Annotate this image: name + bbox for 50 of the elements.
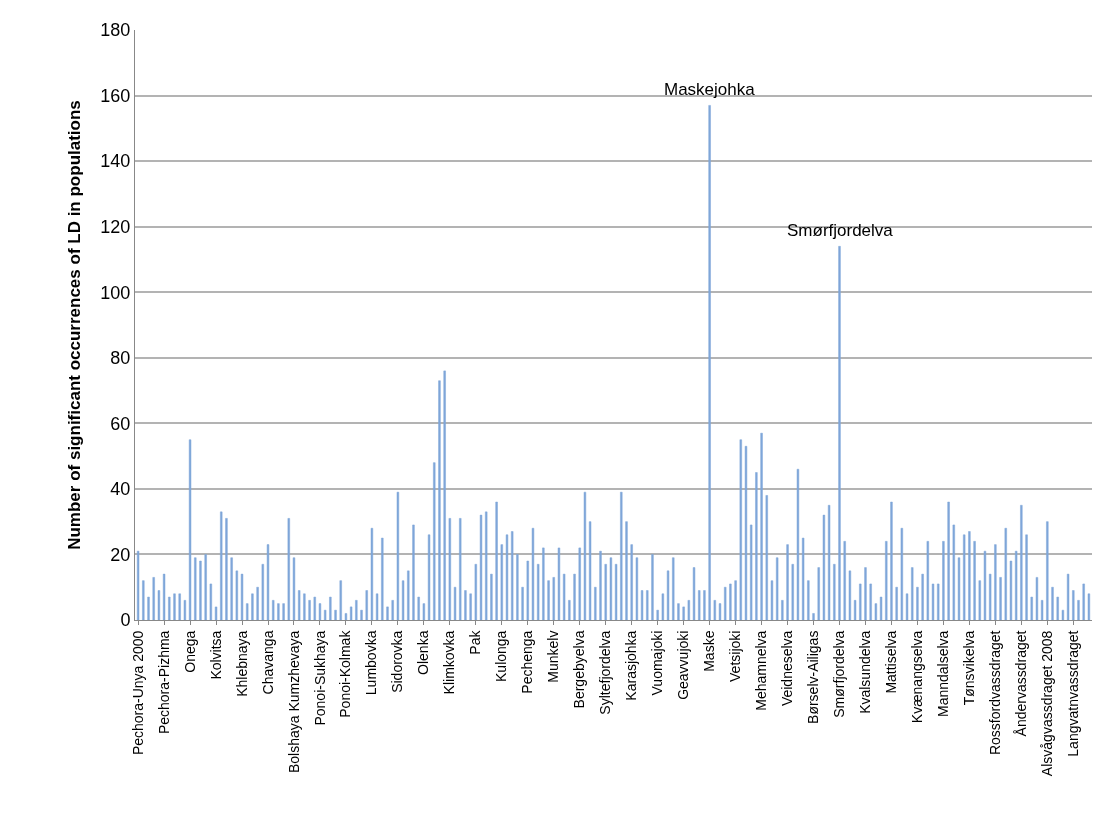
x-tick-label: Vuomajoki — [649, 630, 666, 696]
x-tick-label: Sidorovka — [389, 630, 406, 693]
annotation: Maskejohka — [664, 80, 756, 99]
x-tick-label: Rossfordvassdraget — [986, 630, 1003, 756]
x-tick-label: Manndalselva — [934, 630, 951, 717]
y-tick-label: 120 — [100, 216, 131, 237]
x-tick-label: Veidneselva — [779, 630, 796, 707]
x-tick-label: Tønsvikelva — [960, 630, 977, 706]
x-tick-label: Lumbovka — [363, 630, 380, 696]
x-tick-label: Ponoi-Sukhaya — [311, 630, 328, 726]
x-tick-label: Khlebnaya — [233, 630, 250, 697]
y-tick-label: 160 — [100, 85, 131, 106]
x-tick-label: Smørfjordelva — [831, 630, 848, 718]
x-tick-label: Kvalsundelva — [857, 630, 874, 714]
x-tick-label: Karasjohka — [623, 630, 640, 701]
x-tick-label: Pechenga — [519, 630, 536, 694]
x-tick-label: Klimkovka — [441, 630, 458, 695]
y-tick-label: 180 — [100, 20, 131, 41]
x-tick-label: Vetsijoki — [727, 630, 744, 682]
x-tick-label: Mattiselva — [883, 630, 900, 694]
y-tick-label: 20 — [110, 544, 131, 565]
x-tick-label: Bergebyelva — [571, 630, 588, 709]
x-tick-label: Ponoi-Kolmak — [337, 629, 354, 718]
x-tick-label: Geavvujoki — [675, 630, 692, 700]
x-tick-label: Kolvitsa — [207, 630, 224, 680]
y-tick-label: 0 — [120, 610, 131, 631]
y-tick-label: 100 — [100, 282, 131, 303]
y-axis-title: Number of significant occurrences of LD in populations — [64, 100, 84, 550]
x-tick-label: Kvænangselva — [908, 630, 925, 724]
x-tick-label: Kulonga — [493, 630, 510, 682]
x-tick-label: Onega — [181, 630, 198, 673]
x-tick-label: Syltefjordelva — [597, 630, 614, 715]
x-tick-label: Alsvågvassdraget 2008 — [1038, 630, 1055, 777]
y-tick-label: 140 — [100, 151, 131, 172]
y-tick-label: 40 — [110, 479, 131, 500]
y-tick-label: 80 — [110, 348, 131, 369]
x-tick-label: Chavanga — [259, 630, 276, 695]
x-tick-label: Maske — [701, 630, 718, 672]
x-tick-label: Pechora-Pizhma — [155, 630, 172, 735]
x-tick-label: Olenka — [415, 630, 432, 675]
annotation: Smørfjordelva — [787, 221, 894, 240]
x-tick-label: Munkelv — [545, 630, 562, 683]
x-tick-label: Langvatnvassdraget — [1064, 630, 1081, 757]
x-tick-label: Bolshaya Kumzhevaya — [285, 630, 302, 774]
x-tick-label: Pak — [467, 629, 484, 655]
y-tick-label: 60 — [110, 413, 131, 434]
x-tick-label: Mehamnelva — [753, 630, 770, 711]
x-tick-label: Pechora-Unya 2000 — [129, 630, 146, 756]
x-tick-label: Børselv-Ailigas — [805, 630, 822, 724]
x-tick-label: Åndervassdraget — [1012, 630, 1029, 737]
